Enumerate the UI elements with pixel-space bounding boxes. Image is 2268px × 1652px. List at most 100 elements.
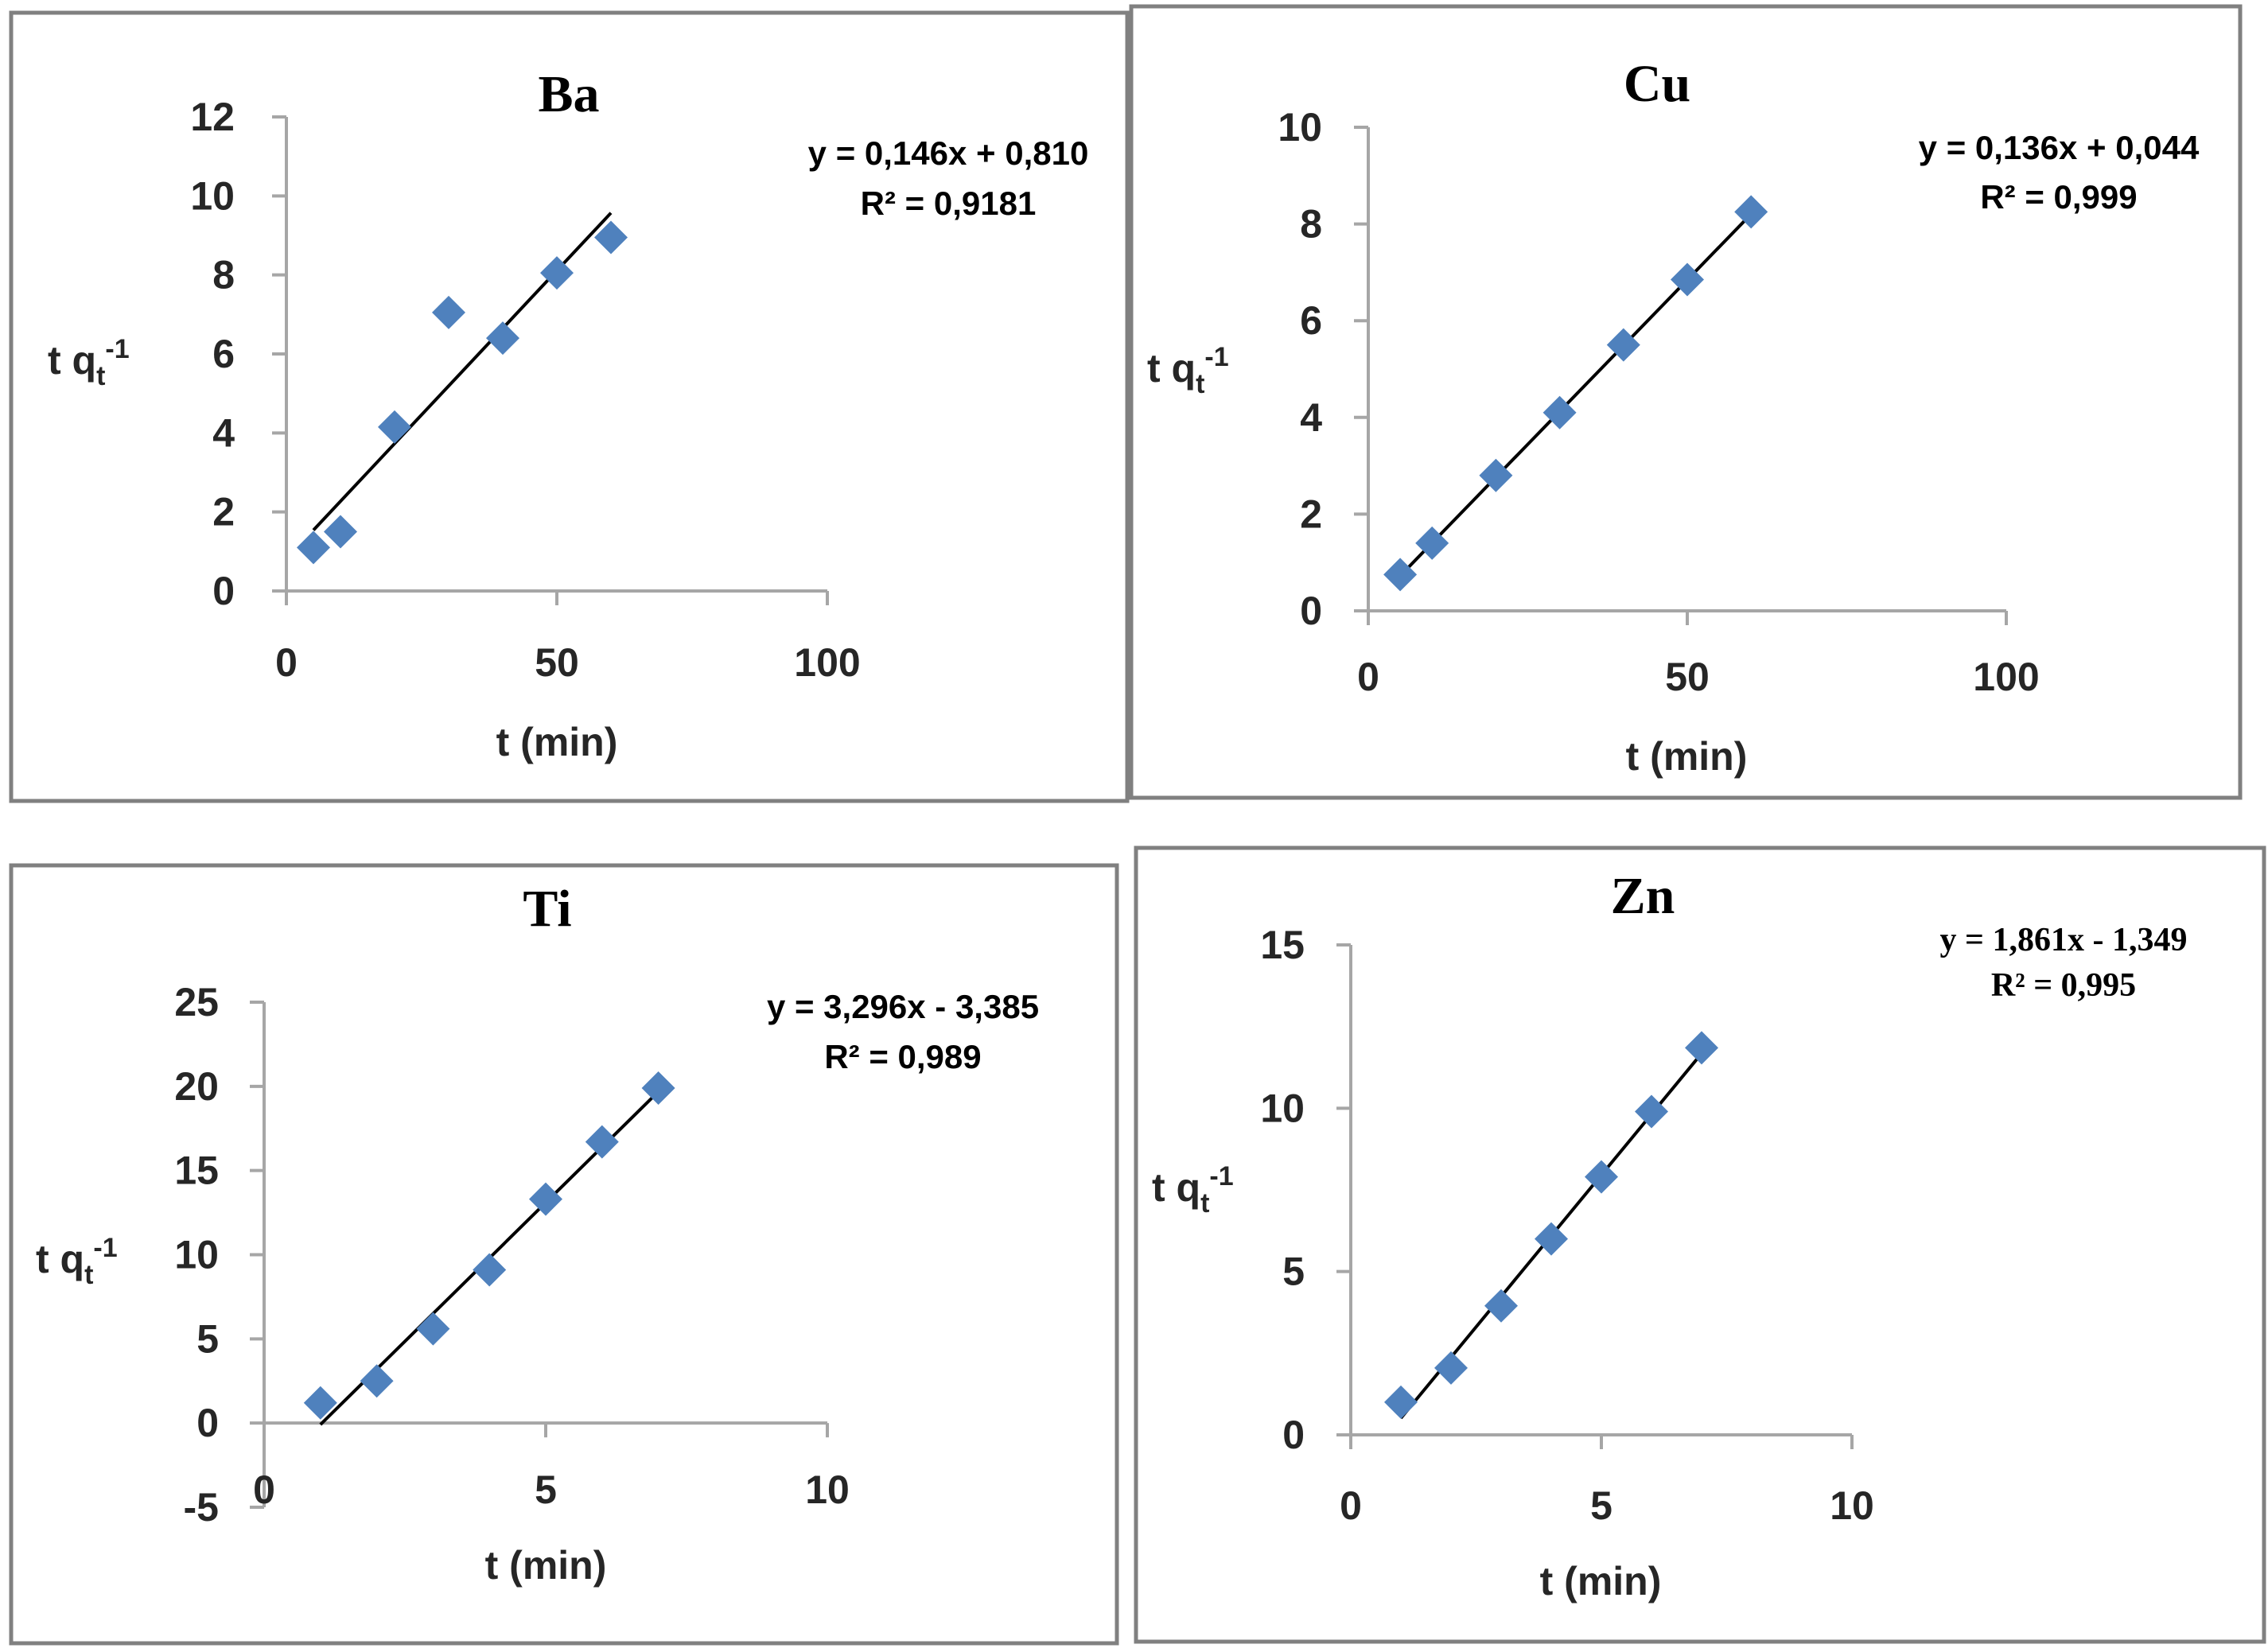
y-tick-label: 10: [190, 173, 235, 218]
chart-frame: [9, 863, 1119, 1646]
x-axis-label: t (min): [1626, 734, 1748, 779]
data-point: [1484, 1289, 1518, 1323]
y-axis-label-subscript: t: [1200, 1188, 1209, 1219]
y-tick-label: 0: [196, 1401, 219, 1445]
y-axis-label-superscript: -1: [93, 1233, 117, 1263]
x-tick-label: 10: [805, 1467, 850, 1512]
x-axis-label: t (min): [496, 720, 618, 764]
data-point: [1384, 1385, 1418, 1419]
data-point: [1585, 1160, 1618, 1194]
chart-title: Ba: [538, 65, 599, 123]
x-tick-label: 0: [1340, 1483, 1362, 1528]
data-point: [540, 256, 574, 290]
data-point: [473, 1253, 507, 1287]
chart-panel-ba: 0 2 4 6 8 10 12 0 50 100 Ba y = 0,146x + 0,810 R² = …: [9, 10, 1130, 803]
data-point: [1635, 1094, 1668, 1129]
y-tick-label: 2: [1300, 492, 1322, 536]
trendline-equation: y = 1,861x - 1,349: [1940, 922, 2188, 958]
data-point: [297, 531, 330, 565]
x-axis-label: t (min): [485, 1543, 607, 1588]
y-axis-label-superscript: -1: [1204, 342, 1228, 372]
trendline-equation: y = 0,136x + 0,044: [1919, 129, 2200, 166]
data-point: [1685, 1031, 1718, 1065]
x-tick-label: 0: [1357, 655, 1379, 699]
y-axis-label: t qt-1: [36, 1233, 118, 1290]
y-tick-label: 6: [212, 332, 235, 376]
y-axis-label-superscript: -1: [105, 334, 129, 364]
data-point: [360, 1364, 394, 1398]
y-tick-label: 6: [1300, 298, 1322, 343]
chart-title: Zn: [1611, 867, 1675, 925]
chart-frame: [1134, 845, 2266, 1644]
data-point: [529, 1182, 562, 1216]
chart-title: Cu: [1624, 55, 1690, 113]
y-tick-label: 4: [212, 410, 235, 455]
y-axis-label-superscript: -1: [1209, 1161, 1233, 1191]
y-tick-label: 2: [212, 490, 235, 534]
x-tick-label: 50: [1665, 655, 1710, 699]
data-point: [416, 1312, 450, 1346]
data-point: [1535, 1222, 1568, 1256]
x-tick-label: 10: [1830, 1483, 1874, 1528]
x-tick-label: 100: [794, 640, 860, 685]
y-tick-label: 25: [174, 980, 219, 1024]
chart-title: Ti: [523, 880, 571, 938]
data-point: [594, 220, 628, 255]
r-squared-label: R² = 0,9181: [861, 185, 1037, 222]
y-tick-label: 5: [196, 1316, 219, 1361]
r-squared-label: R² = 0,989: [824, 1038, 981, 1075]
y-axis-label-subscript: t: [84, 1260, 93, 1290]
data-point: [1415, 526, 1449, 560]
y-tick-label: 0: [212, 569, 235, 613]
y-axis-label-main: t q: [48, 338, 96, 383]
y-tick-label: 12: [190, 95, 235, 139]
y-axis-label: t qt-1: [48, 334, 130, 391]
x-axis-label: t (min): [1540, 1559, 1662, 1603]
y-tick-label: 10: [1278, 105, 1322, 150]
data-point: [1542, 395, 1577, 430]
data-point: [1383, 558, 1418, 592]
y-tick-label: 5: [1282, 1250, 1305, 1294]
y-tick-label: 0: [1300, 589, 1322, 633]
y-tick-label: 0: [1282, 1413, 1305, 1457]
y-tick-label: 10: [174, 1233, 219, 1277]
data-point: [303, 1386, 337, 1420]
data-point: [1671, 262, 1704, 297]
data-point: [585, 1125, 619, 1159]
data-point: [486, 321, 519, 356]
data-point: [432, 295, 465, 329]
r-squared-label: R² = 0,999: [1980, 178, 2137, 216]
y-axis-label-main: t q: [1152, 1165, 1200, 1210]
data-point: [1479, 458, 1513, 492]
chart-panel-ti: -5 0 5 10 15 20 25 0 5 10 Ti y = 3,296x - 3,385 R² =…: [9, 863, 1119, 1646]
y-axis-label: t qt-1: [1147, 342, 1229, 399]
y-tick-label: 8: [212, 253, 235, 297]
y-axis-label-main: t q: [1147, 346, 1196, 391]
x-tick-label: 5: [535, 1467, 557, 1512]
y-axis-label-subscript: t: [96, 361, 105, 391]
x-tick-label: 5: [1590, 1483, 1612, 1528]
y-tick-label: 15: [174, 1149, 219, 1193]
y-tick-label: 10: [1260, 1086, 1305, 1130]
r-squared-label: R² = 0,995: [1991, 967, 2136, 1004]
y-axis-label: t qt-1: [1152, 1161, 1234, 1219]
y-axis-label-subscript: t: [1196, 369, 1204, 399]
trendline-equation: y = 3,296x - 3,385: [767, 988, 1039, 1025]
x-tick-label: 50: [535, 640, 579, 685]
x-tick-label: 100: [1973, 655, 2039, 699]
data-point: [1606, 328, 1640, 362]
data-point: [1734, 195, 1768, 229]
chart-frame: [9, 10, 1130, 803]
trendline-equation: y = 0,146x + 0,810: [808, 134, 1089, 172]
x-tick-label: 0: [253, 1467, 275, 1512]
y-tick-label: 15: [1260, 923, 1305, 967]
y-tick-label: -5: [184, 1485, 219, 1530]
x-tick-label: 0: [275, 640, 298, 685]
chart-frame: [1129, 4, 2243, 800]
chart-panel-zn: 0 5 10 15 0 5 10 Zn y = 1,861x - 1,349 R² = 0,995…: [1134, 845, 2266, 1644]
y-tick-label: 4: [1300, 395, 1322, 440]
data-point: [324, 515, 357, 549]
